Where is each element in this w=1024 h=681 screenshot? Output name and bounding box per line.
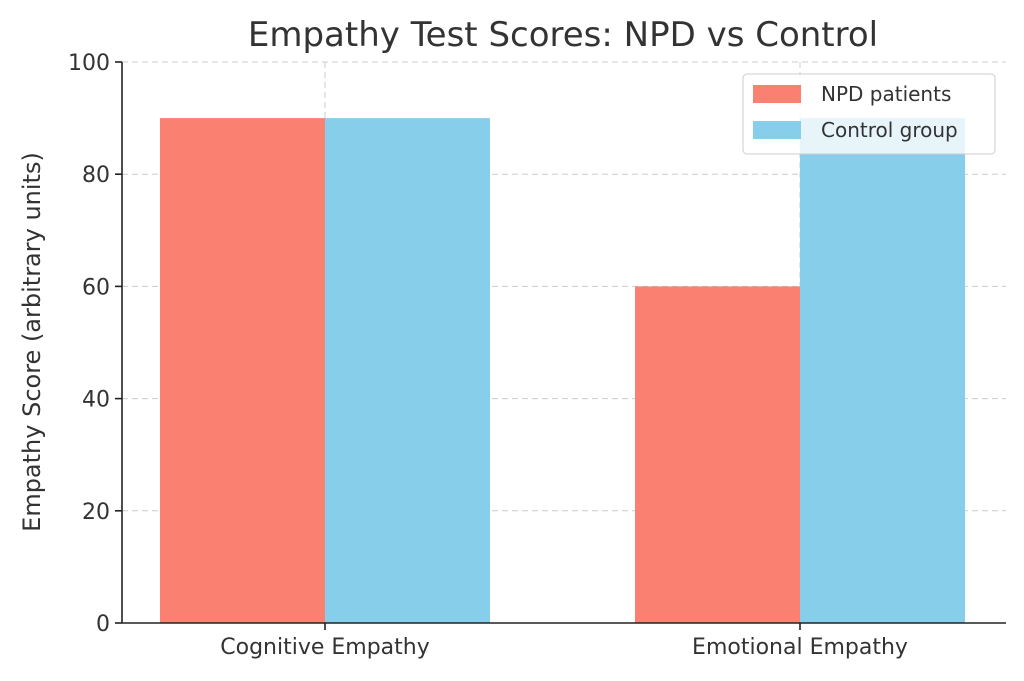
legend-label: NPD patients <box>821 82 951 106</box>
axes <box>121 62 1006 624</box>
bar <box>635 286 800 623</box>
legend: NPD patients Control group <box>742 73 996 155</box>
legend-swatch <box>753 85 801 103</box>
y-tick-label: 60 <box>82 275 110 300</box>
legend-label: Control group <box>821 118 958 142</box>
ticks: 0 20 40 60 80 100 Cognitive Empathy Emotional E… <box>68 51 908 660</box>
y-tick-label: 0 <box>96 612 110 637</box>
y-tick-label: 40 <box>82 388 110 413</box>
y-axis-label: Empathy Score (arbitrary units) <box>18 152 46 532</box>
y-tick-label: 20 <box>82 500 110 525</box>
bar <box>325 118 490 623</box>
y-tick-label: 80 <box>82 163 110 188</box>
bar <box>800 118 965 623</box>
chart-title: Empathy Test Scores: NPD vs Control <box>248 15 878 55</box>
bars <box>160 118 965 623</box>
legend-box <box>742 73 996 155</box>
x-tick-label: Emotional Empathy <box>692 635 908 660</box>
y-tick-label: 100 <box>68 51 110 76</box>
legend-swatch <box>753 121 801 139</box>
x-tick-label: Cognitive Empathy <box>220 635 430 660</box>
bar <box>160 118 325 623</box>
